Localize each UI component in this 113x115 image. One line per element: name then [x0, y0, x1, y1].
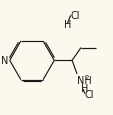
Text: NH: NH — [77, 75, 91, 85]
Text: Cl: Cl — [84, 90, 94, 99]
Text: Cl: Cl — [70, 11, 80, 20]
Text: N: N — [1, 56, 9, 66]
Text: H: H — [80, 83, 88, 93]
Text: 2: 2 — [83, 74, 88, 80]
Text: H: H — [64, 19, 71, 29]
